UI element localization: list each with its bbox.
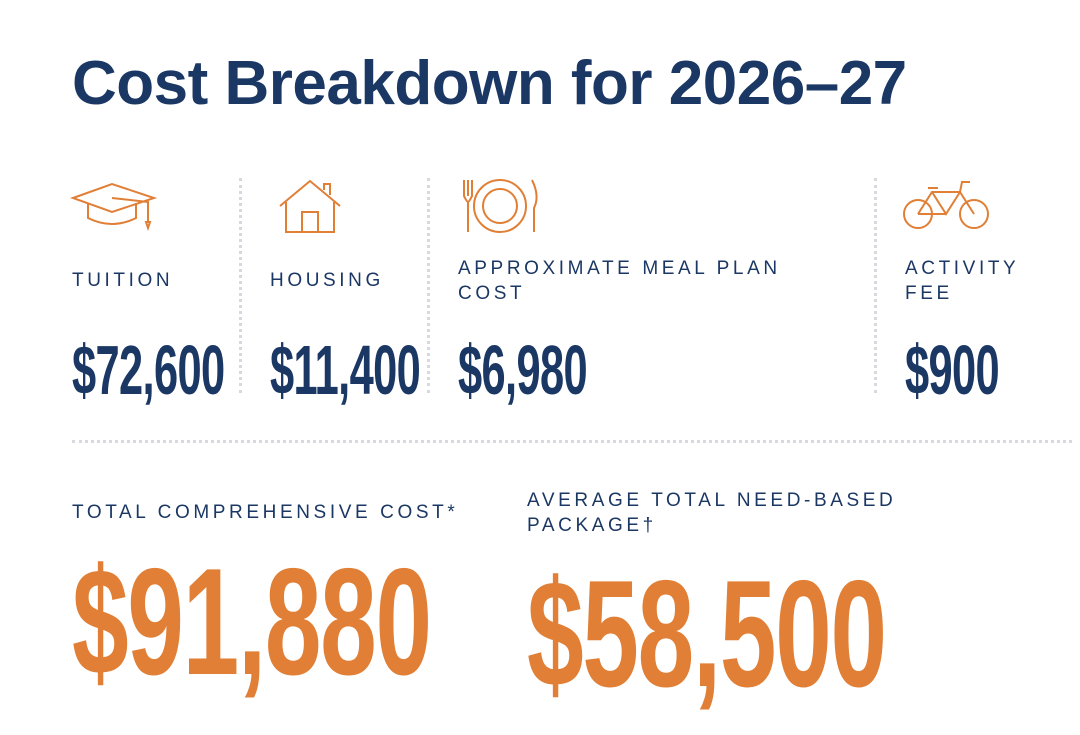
item-amount: $900	[905, 331, 1000, 409]
bicycle-icon	[903, 181, 989, 229]
item-amount: $72,600	[72, 331, 225, 409]
item-label: ACTIVITY FEE	[905, 258, 1019, 304]
meal-icon	[463, 179, 538, 233]
divider	[72, 440, 1072, 443]
total-label: AVERAGE TOTAL NEED-BASED PACKAGE†	[527, 490, 897, 536]
item-amount: $11,400	[270, 331, 421, 409]
total-amount: $91,880	[72, 537, 432, 707]
house-icon	[279, 179, 341, 233]
total-amount: $58,500	[527, 549, 887, 719]
divider	[239, 178, 242, 393]
item-label: HOUSING	[270, 270, 384, 291]
divider	[874, 178, 877, 393]
item-label: APPROXIMATE MEAL PLAN COST	[458, 258, 781, 304]
divider	[427, 178, 430, 393]
item-amount: $6,980	[458, 331, 588, 409]
item-label: TUITION	[72, 270, 174, 291]
graduation-cap-icon	[70, 182, 158, 232]
total-label: TOTAL COMPREHENSIVE COST*	[72, 502, 459, 523]
page-title: Cost Breakdown for 2026–27	[72, 49, 907, 118]
